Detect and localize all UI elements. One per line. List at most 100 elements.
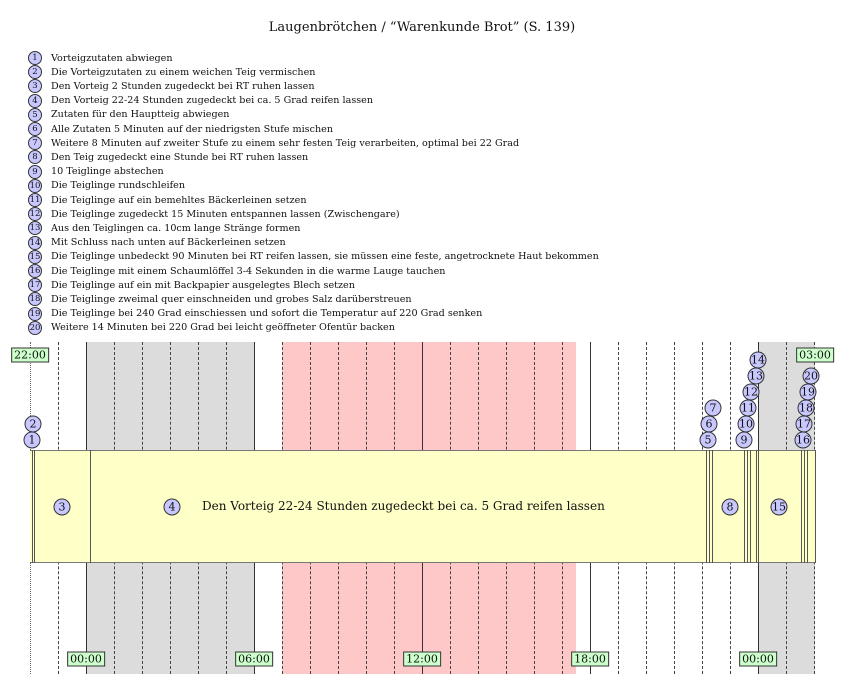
step-text: Die Teiglinge zugedeckt 15 Minuten entsp… (51, 208, 400, 220)
axis-time-label: 12:00 (403, 651, 441, 667)
timeline-step-marker: 11 (739, 399, 757, 417)
axis-time-label: 00:00 (739, 651, 777, 667)
timeline-step-marker: 20 (802, 367, 820, 385)
step-number-badge: 14 (28, 235, 42, 250)
step-item: 16 Die Teiglinge mit einem Schaumlöffel 3… (28, 264, 445, 278)
step-number-badge: 2 (28, 65, 42, 80)
step-text: Zutaten für den Hauptteig abwiegen (51, 109, 230, 121)
step-number-badge: 17 (28, 278, 42, 293)
step-separator (744, 450, 745, 563)
step-separator (750, 450, 751, 563)
timeline-step-marker: 16 (794, 431, 812, 449)
step-text: 10 Teiglinge abstechen (51, 166, 164, 178)
step-separator (32, 450, 33, 563)
step-number-badge: 4 (28, 93, 42, 108)
timeline-step-marker: 7 (704, 399, 722, 417)
step-text: Weitere 14 Minuten bei 220 Grad bei leic… (51, 322, 395, 334)
step-text: Aus den Teiglingen ca. 10cm lange Sträng… (51, 222, 301, 234)
step-separator (712, 450, 713, 563)
timeline-step-marker: 13 (747, 367, 765, 385)
step-item: 14 Mit Schluss nach unten auf Bäckerleine… (28, 235, 286, 250)
process-bar (30, 450, 815, 563)
step-text: Weitere 8 Minuten auf zweiter Stufe zu e… (51, 137, 520, 149)
end-time-label: 03:00 (796, 347, 834, 363)
step-separator (90, 450, 91, 563)
step-text: Die Teiglinge unbedeckt 90 Minuten bei R… (51, 251, 599, 263)
timeline-step-marker: 17 (795, 415, 813, 433)
step-item: 15 Die Teiglinge unbedeckt 90 Minuten bei… (28, 249, 599, 264)
step-item: 2 Die Vorteigzutaten zu einem weichen Tei… (28, 65, 316, 80)
step-separator (807, 450, 808, 563)
step-separator (34, 450, 35, 563)
step-number-badge: 1 (28, 51, 42, 65)
step-text: Die Teiglinge auf ein bemehltes Bäckerle… (51, 194, 307, 206)
step-separator (815, 450, 816, 563)
step-separator (709, 450, 710, 563)
step-text: Die Teiglinge rundschleifen (51, 180, 185, 192)
timeline-step-marker: 10 (737, 415, 755, 433)
step-separator (801, 450, 802, 563)
step-item: 1 Vorteigzutaten abwiegen (28, 51, 173, 65)
step-number-badge: 15 (28, 249, 42, 264)
step-item: 17 Die Teiglinge auf ein mit Backpapier a… (28, 278, 355, 293)
step-text: Den Teig zugedeckt eine Stunde bei RT ru… (51, 151, 309, 163)
step-text: Die Teiglinge bei 240 Grad einschiessen … (51, 308, 483, 320)
step-number-badge: 16 (28, 264, 42, 278)
axis-time-label: 06:00 (235, 651, 273, 667)
step-number-badge: 13 (28, 221, 42, 236)
step-separator (804, 450, 805, 563)
axis-time-label: 00:00 (67, 651, 105, 667)
step-separator (706, 450, 707, 563)
step-text: Den Vorteig 2 Stunden zugedeckt bei RT r… (51, 80, 315, 92)
step-text: Die Vorteigzutaten zu einem weichen Teig… (51, 66, 316, 78)
step-number-badge: 3 (28, 79, 42, 94)
step-text: Den Vorteig 22-24 Stunden zugedeckt bei … (51, 95, 374, 107)
step-text: Alle Zutaten 5 Minuten auf der niedrigst… (51, 123, 334, 135)
timeline-step-marker: 12 (742, 383, 760, 401)
step-item: 8 Den Teig zugedeckt eine Stunde bei RT r… (28, 150, 309, 165)
step-number-badge: 6 (28, 122, 42, 136)
step-item: 20 Weitere 14 Minuten bei 220 Grad bei le… (28, 320, 395, 335)
step-number-badge: 10 (28, 178, 42, 193)
step-number-badge: 11 (28, 193, 42, 207)
timeline-step-marker: 15 (770, 498, 788, 516)
start-time-label: 22:00 (11, 347, 49, 363)
timeline-step-marker: 6 (700, 415, 718, 433)
step-text: Mit Schluss nach unten auf Bäckerleinen … (51, 237, 286, 249)
step-item: 13 Aus den Teiglingen ca. 10cm lange Strä… (28, 221, 301, 236)
step-item: 5 Zutaten für den Hauptteig abwiegen (28, 107, 230, 122)
step-number-badge: 7 (28, 136, 42, 151)
timeline-step-marker: 3 (53, 498, 71, 516)
step-text: Die Teiglinge auf ein mit Backpapier aus… (51, 279, 355, 291)
step-item: 9 10 Teiglinge abstechen (28, 164, 164, 179)
timeline-step-marker: 18 (797, 399, 815, 417)
step-item: 7 Weitere 8 Minuten auf zweiter Stufe zu … (28, 136, 520, 151)
long-step-label: Den Vorteig 22-24 Stunden zugedeckt bei … (202, 499, 605, 513)
step-number-badge: 5 (28, 107, 42, 122)
step-separator (747, 450, 748, 563)
step-item: 6 Alle Zutaten 5 Minuten auf der niedrigs… (28, 122, 333, 136)
timeline-step-marker: 14 (749, 351, 767, 369)
step-text: Die Teiglinge mit einem Schaumlöffel 3-4… (51, 265, 446, 277)
timeline-step-marker: 4 (163, 498, 181, 516)
step-item: 4 Den Vorteig 22-24 Stunden zugedeckt bei… (28, 93, 374, 108)
step-number-badge: 20 (28, 320, 42, 335)
step-item: 18 Die Teiglinge zweimal quer einschneide… (28, 292, 412, 307)
timeline-step-marker: 19 (799, 383, 817, 401)
step-item: 3 Den Vorteig 2 Stunden zugedeckt bei RT … (28, 79, 315, 94)
diagram-title: Laugenbrötchen / “Warenkunde Brot” (S. 1… (268, 20, 576, 35)
step-separator (758, 450, 759, 563)
step-number-badge: 12 (28, 207, 42, 222)
step-number-badge: 19 (28, 306, 42, 321)
step-separator (756, 450, 757, 563)
step-item: 11 Die Teiglinge auf ein bemehltes Bäcker… (28, 193, 307, 207)
timeline-step-marker: 5 (699, 431, 717, 449)
step-text: Vorteigzutaten abwiegen (51, 52, 173, 64)
step-text: Die Teiglinge zweimal quer einschneiden … (51, 293, 412, 305)
timeline-step-marker: 2 (24, 415, 42, 433)
timeline-step-marker: 8 (721, 498, 739, 516)
step-item: 19 Die Teiglinge bei 240 Grad einschiesse… (28, 306, 483, 321)
step-number-badge: 18 (28, 292, 42, 307)
axis-time-label: 18:00 (571, 651, 609, 667)
